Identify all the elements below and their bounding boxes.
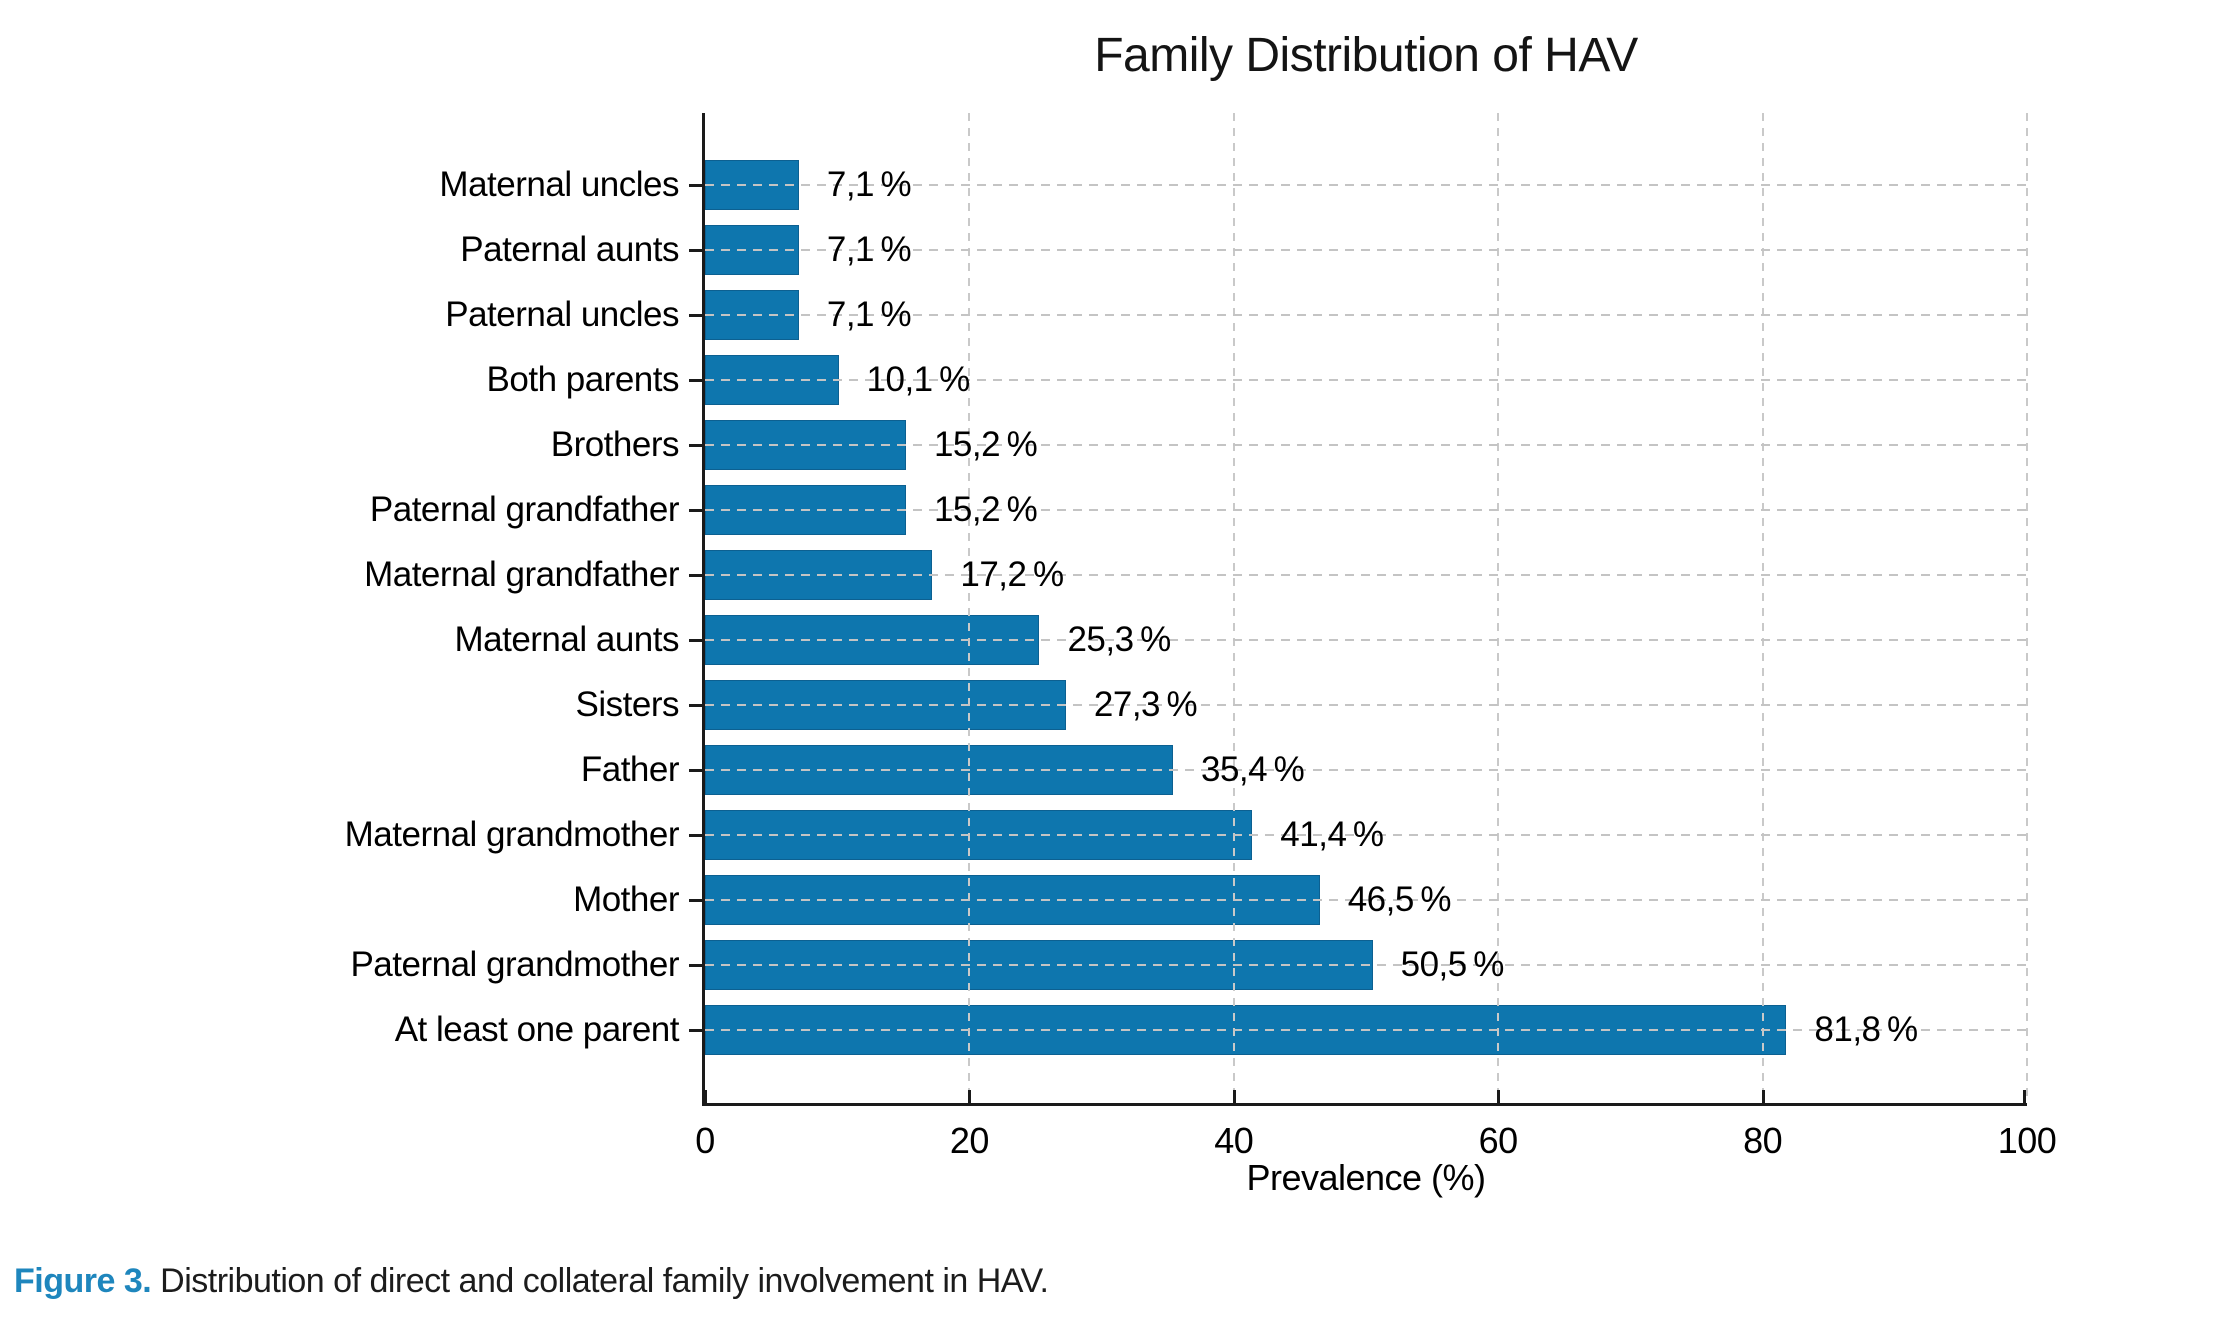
y-tick (689, 314, 702, 317)
h-gridline (705, 444, 2027, 446)
category-label: Paternal uncles (445, 295, 679, 334)
value-label: 17,2 % (960, 555, 1064, 594)
category-label: Paternal aunts (460, 230, 679, 269)
category-label: Mother (573, 880, 679, 919)
y-tick (689, 574, 702, 577)
h-gridline (705, 314, 2027, 316)
value-label: 15,2 % (933, 425, 1038, 464)
value-label: 7,1 % (826, 165, 912, 204)
x-tick-label: 0 (695, 1120, 715, 1161)
x-tick (1232, 1090, 1236, 1103)
v-gridline (2026, 113, 2028, 1103)
value-label: 15,2 % (933, 490, 1038, 529)
value-label: 7,1 % (826, 230, 912, 269)
h-gridline (705, 574, 2027, 576)
x-axis: 0 20 40 60 80 100 (695, 1106, 2057, 1176)
category-label: Maternal aunts (454, 620, 679, 659)
v-gridline (1761, 113, 1764, 1103)
h-gridline (705, 1029, 2027, 1031)
category-label: Father (580, 750, 680, 789)
x-tick (968, 1090, 972, 1103)
x-tick-label: 60 (1478, 1120, 1519, 1161)
x-axis-label: Prevalence (%) (1246, 1157, 1486, 1198)
h-gridline (705, 379, 2027, 381)
v-gridline (1497, 113, 1500, 1103)
figure-caption: Figure 3. Distribution of direct and col… (14, 1262, 1049, 1301)
h-gridline (705, 704, 2027, 706)
y-tick (689, 379, 702, 382)
y-tick (689, 509, 702, 512)
x-tick-label: 20 (949, 1120, 990, 1161)
plot-area: Maternal uncles 7,1 % Paternal aunts 7,1 % P… (345, 113, 2028, 1106)
figure-caption-label: Figure 3. (14, 1262, 152, 1300)
chart-title: Family Distribution of HAV (1094, 29, 1638, 82)
y-tick (689, 249, 702, 252)
value-label: 81,8 % (1814, 1010, 1918, 1049)
value-label: 35,4 % (1200, 750, 1305, 789)
h-gridline (705, 509, 2027, 511)
x-tick (1761, 1090, 1765, 1103)
category-label: Paternal grandmother (350, 945, 679, 984)
y-tick (689, 444, 702, 447)
y-tick (689, 769, 702, 772)
category-label: At least one parent (394, 1010, 680, 1049)
x-tick-label: 80 (1743, 1120, 1783, 1161)
value-label: 27,3 % (1093, 685, 1198, 724)
category-label: Sisters (575, 685, 680, 724)
category-label: Maternal uncles (439, 165, 679, 204)
y-tick (689, 704, 702, 707)
category-label: Maternal grandfather (364, 555, 679, 594)
y-tick (689, 639, 702, 642)
h-gridline (705, 834, 2027, 836)
value-label: 46,5 % (1347, 880, 1452, 919)
h-gridline (705, 184, 2027, 186)
h-gridline (705, 964, 2027, 966)
category-label: Brothers (550, 425, 680, 464)
y-tick (689, 1029, 702, 1032)
category-label: Both parents (486, 360, 680, 399)
y-tick (689, 899, 702, 902)
y-tick (689, 184, 702, 187)
value-label: 41,4 % (1280, 815, 1384, 854)
v-gridline (968, 113, 971, 1103)
value-label: 7,1 % (826, 295, 912, 334)
x-tick (1497, 1090, 1501, 1103)
h-gridline (705, 899, 2027, 901)
h-gridline (705, 249, 2027, 251)
h-gridline (705, 769, 2027, 771)
value-label: 10,1 % (866, 360, 971, 399)
figure-caption-text: Distribution of direct and collateral fa… (151, 1262, 1049, 1300)
category-label: Paternal grandfather (369, 490, 680, 529)
x-tick-label: 100 (1997, 1120, 2057, 1161)
category-label: Maternal grandmother (344, 815, 680, 854)
v-gridline (1232, 113, 1235, 1103)
h-gridline (705, 639, 2027, 641)
x-tick-label: 40 (1214, 1120, 1254, 1161)
value-label: 50,5 % (1400, 945, 1505, 984)
y-tick (689, 834, 702, 837)
x-tick (704, 1090, 707, 1103)
value-label: 25,3 % (1067, 620, 1171, 659)
x-tick (2023, 1090, 2026, 1103)
y-tick (689, 964, 702, 967)
